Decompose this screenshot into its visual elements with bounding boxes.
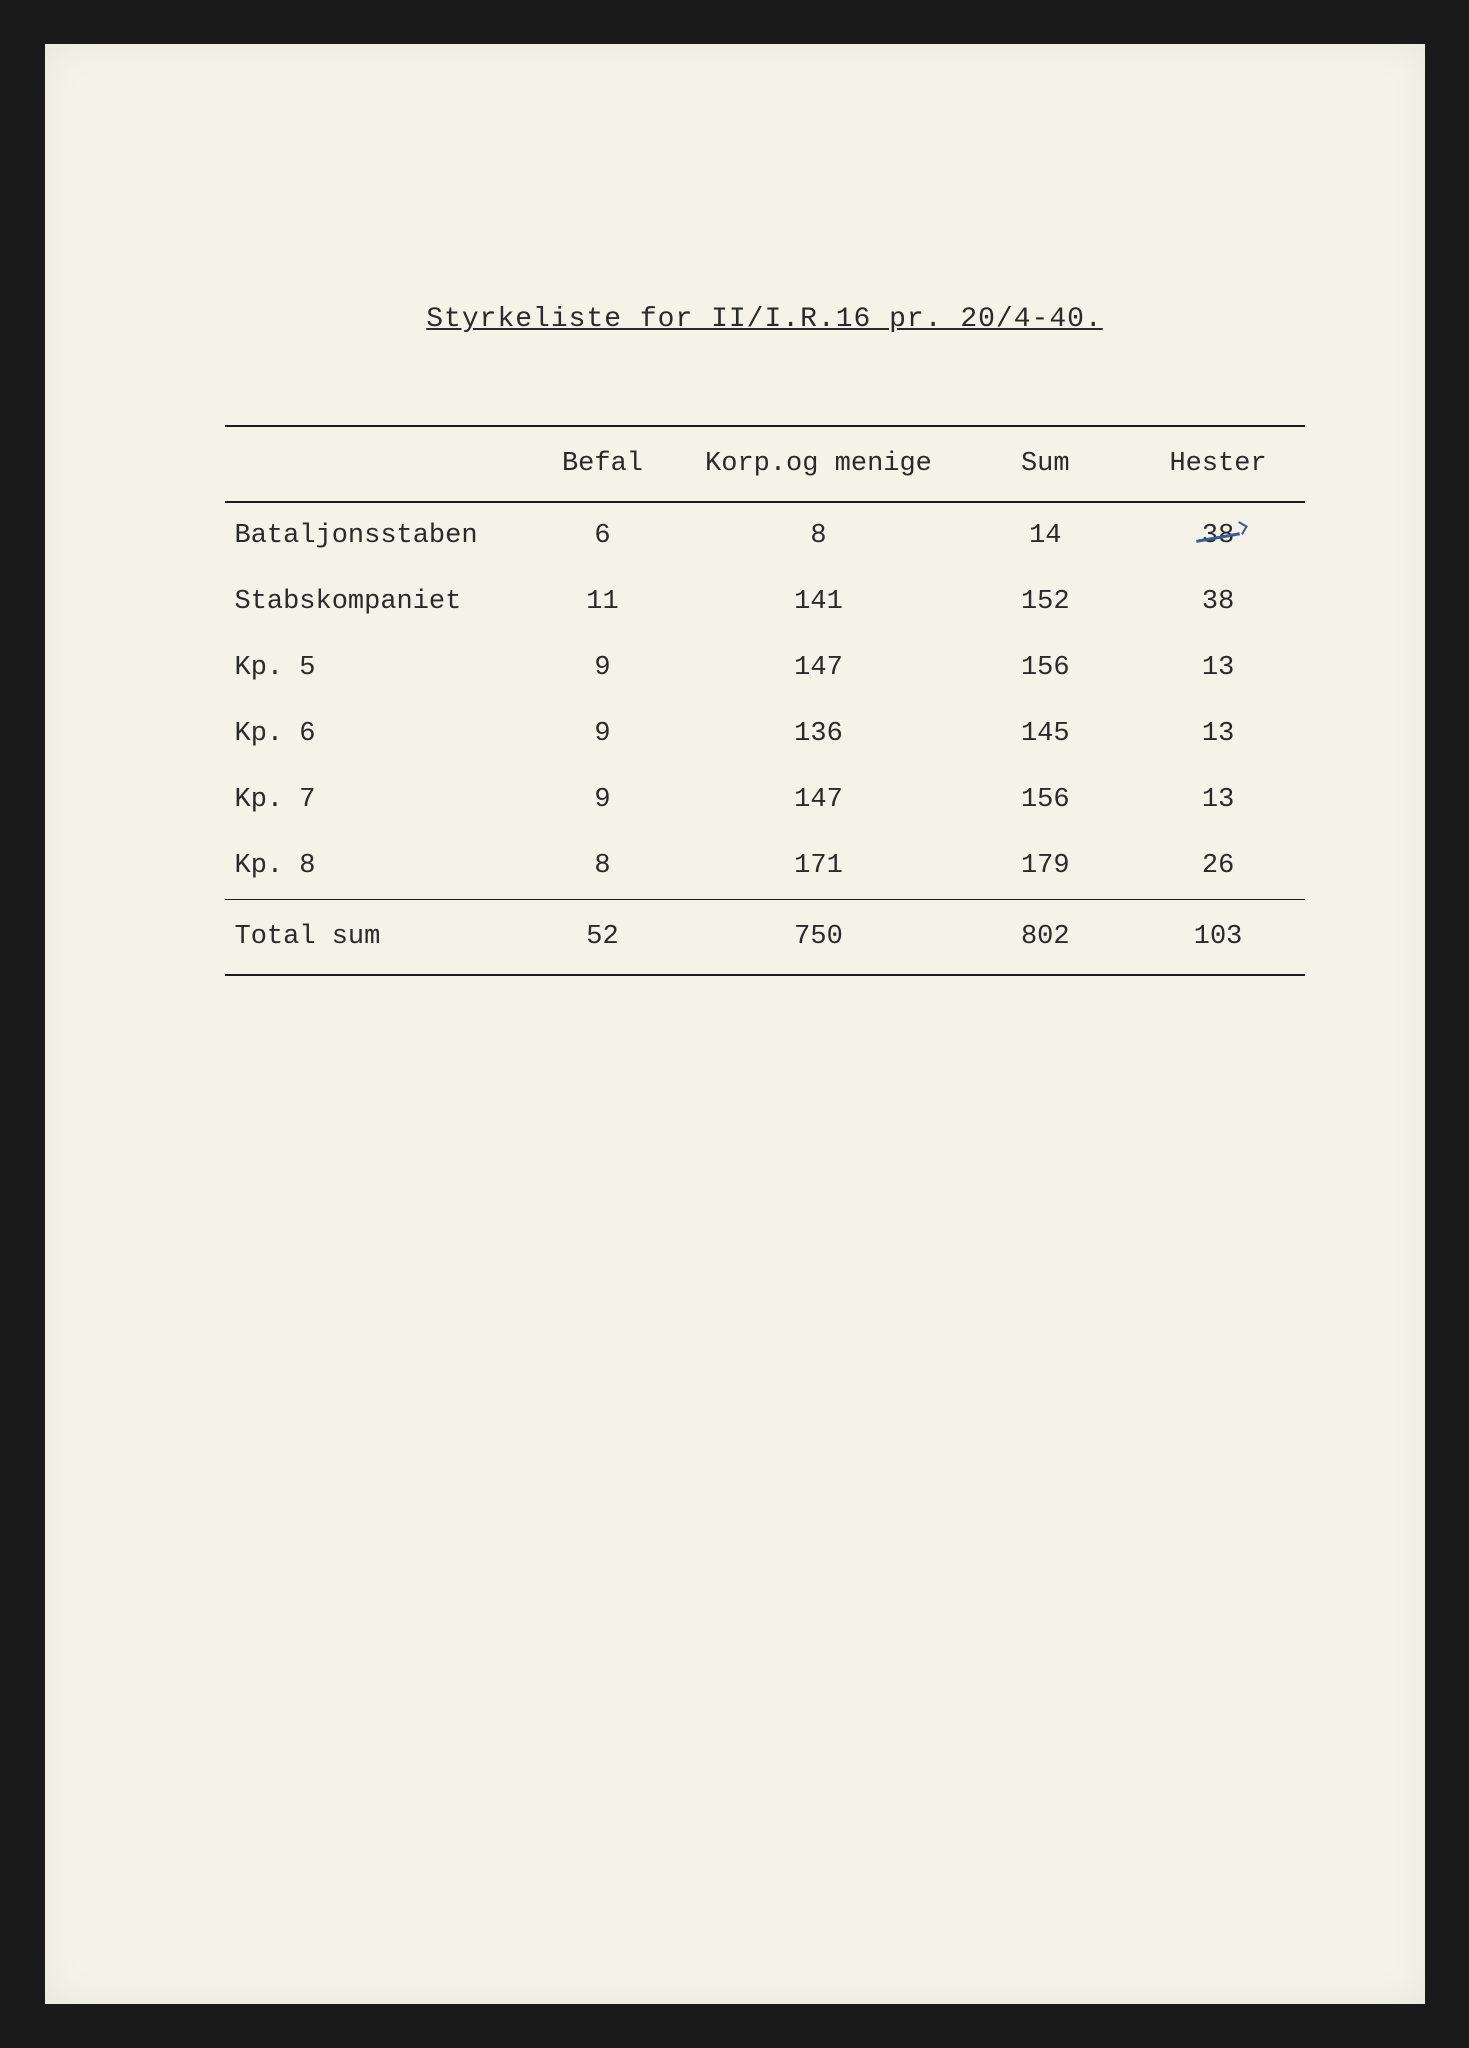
col-header-hester: Hester bbox=[1132, 426, 1305, 502]
cell-korp: 147 bbox=[678, 767, 959, 833]
cell-label: Kp. 6 bbox=[225, 701, 527, 767]
cell-total-sum: 802 bbox=[959, 900, 1132, 976]
cell-befal: 9 bbox=[527, 767, 678, 833]
cell-hester: 38 bbox=[1132, 569, 1305, 635]
cell-hester: 26 bbox=[1132, 833, 1305, 900]
cell-korp: 171 bbox=[678, 833, 959, 900]
cell-total-label: Total sum bbox=[225, 900, 527, 976]
cell-hester: 13 bbox=[1132, 635, 1305, 701]
cell-befal: 8 bbox=[527, 833, 678, 900]
cell-hester: 13 bbox=[1132, 767, 1305, 833]
table-row: Kp. 6 9 136 145 13 bbox=[225, 701, 1305, 767]
cell-korp: 141 bbox=[678, 569, 959, 635]
strength-table: Befal Korp.og menige Sum Hester Bataljon… bbox=[225, 425, 1305, 976]
table-row: Stabskompaniet 11 141 152 38 bbox=[225, 569, 1305, 635]
cell-hester: 13 bbox=[1132, 701, 1305, 767]
col-header-sum: Sum bbox=[959, 426, 1132, 502]
cell-sum: 179 bbox=[959, 833, 1132, 900]
cell-sum: 152 bbox=[959, 569, 1132, 635]
table-row: Kp. 5 9 147 156 13 bbox=[225, 635, 1305, 701]
cell-befal: 9 bbox=[527, 701, 678, 767]
cell-label: Bataljonsstaben bbox=[225, 502, 527, 569]
cell-befal: 6 bbox=[527, 502, 678, 569]
table-body: Bataljonsstaben 6 8 14 38 Stabskompaniet… bbox=[225, 502, 1305, 975]
cell-label: Kp. 7 bbox=[225, 767, 527, 833]
cell-hester: 38 bbox=[1132, 502, 1305, 569]
col-header-befal: Befal bbox=[527, 426, 678, 502]
table-row: Kp. 7 9 147 156 13 bbox=[225, 767, 1305, 833]
cell-sum: 14 bbox=[959, 502, 1132, 569]
table-header-row: Befal Korp.og menige Sum Hester bbox=[225, 426, 1305, 502]
cell-total-befal: 52 bbox=[527, 900, 678, 976]
table-container: Befal Korp.og menige Sum Hester Bataljon… bbox=[225, 425, 1305, 976]
cell-korp: 136 bbox=[678, 701, 959, 767]
cell-label: Stabskompaniet bbox=[225, 569, 527, 635]
cell-befal: 9 bbox=[527, 635, 678, 701]
cell-total-hester: 103 bbox=[1132, 900, 1305, 976]
cell-total-korp: 750 bbox=[678, 900, 959, 976]
cell-sum: 156 bbox=[959, 767, 1132, 833]
cell-label: Kp. 5 bbox=[225, 635, 527, 701]
document-title: Styrkeliste for II/I.R.16 pr. 20/4-40. bbox=[225, 304, 1305, 335]
cell-korp: 147 bbox=[678, 635, 959, 701]
col-header-unit bbox=[225, 426, 527, 502]
col-header-korp: Korp.og menige bbox=[678, 426, 959, 502]
document-page: Styrkeliste for II/I.R.16 pr. 20/4-40. B… bbox=[45, 44, 1425, 2004]
cell-sum: 145 bbox=[959, 701, 1132, 767]
table-row: Kp. 8 8 171 179 26 bbox=[225, 833, 1305, 900]
struck-value: 38 bbox=[1202, 521, 1234, 551]
cell-befal: 11 bbox=[527, 569, 678, 635]
table-total-row: Total sum 52 750 802 103 bbox=[225, 900, 1305, 976]
cell-korp: 8 bbox=[678, 502, 959, 569]
table-row: Bataljonsstaben 6 8 14 38 bbox=[225, 502, 1305, 569]
cell-sum: 156 bbox=[959, 635, 1132, 701]
cell-label: Kp. 8 bbox=[225, 833, 527, 900]
